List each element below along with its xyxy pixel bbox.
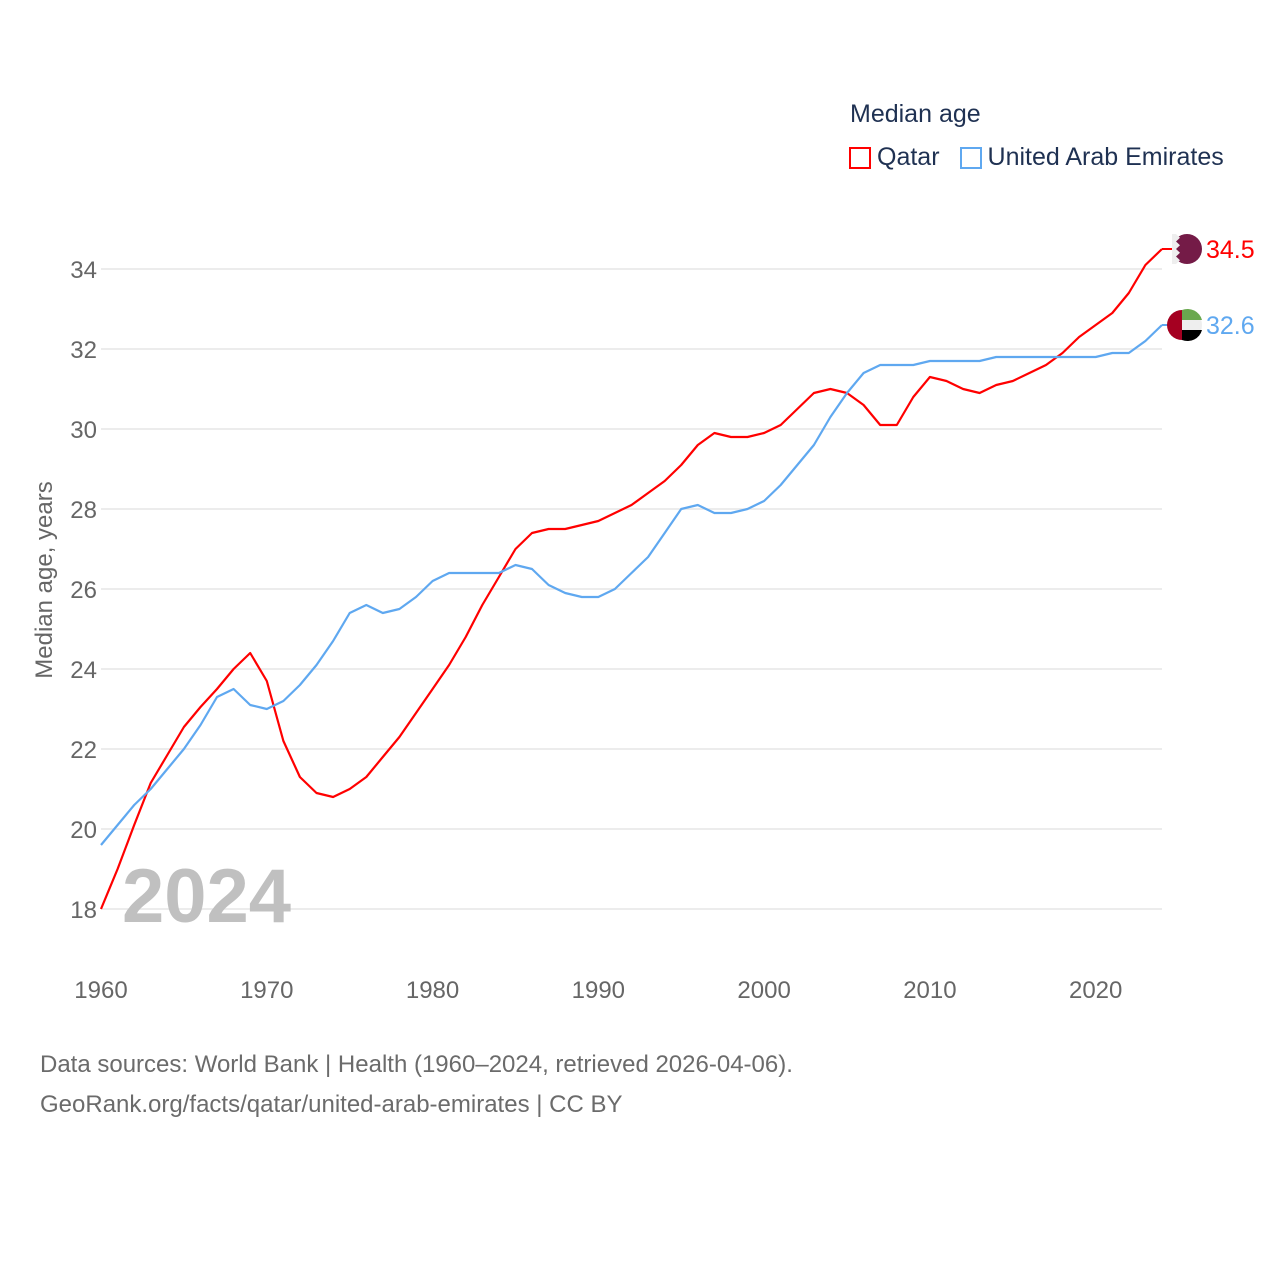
data-sources: Data sources: World Bank | Health (1960–… bbox=[40, 1051, 793, 1078]
y-tick-label: 28 bbox=[70, 497, 97, 524]
series-line-uae bbox=[100, 324, 1163, 846]
end-value-label: 34.5 bbox=[1206, 236, 1255, 264]
qatar-flag-icon bbox=[1172, 234, 1202, 264]
y-tick-label: 22 bbox=[70, 737, 97, 764]
y-tick-label: 20 bbox=[70, 817, 97, 844]
uae-flag-black bbox=[1182, 330, 1202, 342]
footer: Data sources: World Bank | Health (1960–… bbox=[40, 1045, 793, 1125]
x-tick-label: 1990 bbox=[572, 977, 625, 1004]
legend-swatch-uae bbox=[959, 146, 982, 169]
x-tick-label: 2000 bbox=[737, 977, 790, 1004]
y-tick-label: 34 bbox=[70, 257, 97, 284]
x-tick-label: 1960 bbox=[74, 977, 127, 1004]
y-tick-label: 30 bbox=[70, 417, 97, 444]
y-tick-label: 24 bbox=[70, 657, 97, 684]
legend-label-qatar: Qatar bbox=[877, 143, 940, 171]
y-axis-label: Median age, years bbox=[31, 481, 58, 678]
series-line-qatar bbox=[99, 248, 1163, 910]
x-tick-label: 1980 bbox=[406, 977, 459, 1004]
uae-flag-red bbox=[1167, 310, 1182, 340]
year-label: 2024 bbox=[122, 854, 291, 939]
legend-item-qatar[interactable]: Qatar bbox=[849, 143, 940, 172]
x-tick-label: 2020 bbox=[1069, 977, 1122, 1004]
legend-title: Median age bbox=[850, 100, 981, 128]
y-tick-label: 18 bbox=[70, 897, 97, 924]
x-tick-label: 1970 bbox=[240, 977, 293, 1004]
end-value-label: 32.6 bbox=[1206, 312, 1255, 340]
source-link[interactable]: GeoRank.org/facts/qatar/united-arab-emir… bbox=[40, 1091, 623, 1118]
qatar-flag-serration bbox=[1172, 234, 1180, 264]
uae-flag-green bbox=[1182, 308, 1202, 320]
legend-item-uae[interactable]: United Arab Emirates bbox=[959, 143, 1224, 172]
legend: Qatar United Arab Emirates bbox=[849, 143, 1244, 172]
y-tick-label: 32 bbox=[70, 337, 97, 364]
legend-label-uae: United Arab Emirates bbox=[987, 143, 1224, 171]
legend-swatch-qatar bbox=[849, 146, 871, 169]
x-tick-label: 2010 bbox=[903, 977, 956, 1004]
y-tick-label: 26 bbox=[70, 577, 97, 604]
